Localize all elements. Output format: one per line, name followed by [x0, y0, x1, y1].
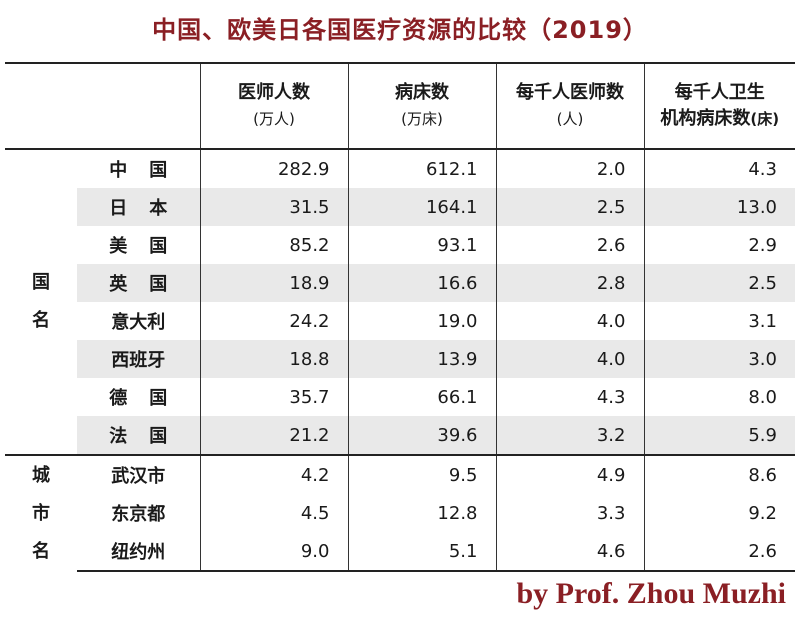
row-name: 英国 [77, 264, 200, 302]
row-name: 中国 [109, 160, 190, 181]
table-cell: 2.6 [495, 226, 644, 264]
table-cell: 4.5 [199, 494, 348, 532]
table-cell: 31.5 [199, 188, 348, 226]
table-cell: 85.2 [199, 226, 348, 264]
table-row: 英国 18.9 16.6 2.8 2.5 [5, 264, 795, 302]
table-cell: 8.6 [643, 454, 795, 494]
table-cell: 2.5 [643, 264, 795, 302]
table-cell: 2.5 [495, 188, 644, 226]
table-cell: 13.9 [347, 340, 496, 378]
header-row: 医师人数 (万人) 病床数 (万床) 每千人医师数 (人) 每千人卫生 机构病床… [5, 62, 795, 150]
table-cell: 18.8 [199, 340, 348, 378]
page-title: 中国、欧美日各国医疗资源的比较（2019） [152, 16, 648, 44]
table-cell: 16.6 [347, 264, 496, 302]
table-cell: 66.1 [347, 378, 496, 416]
group-label-city: 城市名 [5, 454, 77, 571]
table-row: 德国 35.7 66.1 4.3 8.0 [5, 378, 795, 416]
table-row: 法国 21.2 39.6 3.2 5.9 [5, 416, 795, 455]
table-cell: 4.9 [495, 454, 644, 494]
table-row: 美国 85.2 93.1 2.6 2.9 [5, 226, 795, 264]
table-cell: 9.5 [347, 454, 496, 494]
row-name: 德国 [109, 388, 190, 409]
table-cell: 3.2 [495, 416, 644, 455]
table-cell: 4.2 [199, 454, 348, 494]
row-name: 日本 [77, 188, 200, 226]
table-row: 国名 中国 282.9 612.1 2.0 4.3 [5, 149, 795, 331]
table-cell: 612.1 [347, 149, 496, 188]
row-name: 法国 [77, 416, 200, 455]
row-name: 纽约州 [77, 532, 200, 572]
table-cell: 282.9 [199, 149, 348, 188]
table-cell: 9.0 [199, 532, 348, 572]
table-cell: 21.2 [199, 416, 348, 455]
table-cell: 24.2 [199, 302, 348, 340]
table-cell: 13.0 [643, 188, 795, 226]
header-beds-per-thousand: 每千人卫生 机构病床数(床) [643, 62, 795, 150]
header-doctors: 医师人数 (万人) [199, 62, 348, 150]
table-cell: 2.8 [495, 264, 644, 302]
table-cell: 12.8 [347, 494, 496, 532]
row-name: 东京都 [111, 504, 166, 525]
table-cell: 5.9 [643, 416, 795, 455]
table-row: 纽约州 9.0 5.1 4.6 2.6 [5, 532, 795, 572]
table-cell: 164.1 [347, 188, 496, 226]
table-row: 日本 31.5 164.1 2.5 13.0 [5, 188, 795, 226]
row-name: 西班牙 [77, 340, 200, 378]
author-credit: by Prof. Zhou Muzhi [516, 577, 787, 610]
table-cell: 3.1 [643, 302, 795, 340]
table-cell: 4.3 [495, 378, 644, 416]
table-cell: 9.2 [643, 494, 795, 532]
table-cell: 2.0 [495, 149, 644, 188]
table-cell: 4.3 [643, 149, 795, 188]
table-row: 西班牙 18.8 13.9 4.0 3.0 [5, 340, 795, 378]
table-cell: 39.6 [347, 416, 496, 455]
table-cell: 2.9 [643, 226, 795, 264]
row-name: 武汉市 [77, 454, 200, 494]
data-table: 医师人数 (万人) 病床数 (万床) 每千人医师数 (人) 每千人卫生 机构病床… [5, 62, 795, 572]
table-cell: 93.1 [347, 226, 496, 264]
table-cell: 4.0 [495, 340, 644, 378]
table-row: 城市名武汉市 4.2 9.5 4.9 8.6 [5, 454, 795, 571]
table-cell: 3.0 [643, 340, 795, 378]
table-cell: 8.0 [643, 378, 795, 416]
table-row: 东京都 4.5 12.8 3.3 9.2 [5, 494, 795, 532]
table-row: 意大利 24.2 19.0 4.0 3.1 [5, 302, 795, 340]
table-cell: 19.0 [347, 302, 496, 340]
table-cell: 3.3 [495, 494, 644, 532]
table-cell: 18.9 [199, 264, 348, 302]
table-cell: 4.6 [495, 532, 644, 572]
table-cell: 2.6 [643, 532, 795, 572]
header-beds: 病床数 (万床) [347, 62, 496, 150]
row-name: 意大利 [111, 312, 166, 333]
table-cell: 35.7 [199, 378, 348, 416]
row-name: 美国 [109, 236, 190, 257]
group-label-country: 国名 [32, 272, 50, 331]
table-cell: 4.0 [495, 302, 644, 340]
header-doctors-per-thousand: 每千人医师数 (人) [495, 62, 644, 150]
table-cell: 5.1 [347, 532, 496, 572]
